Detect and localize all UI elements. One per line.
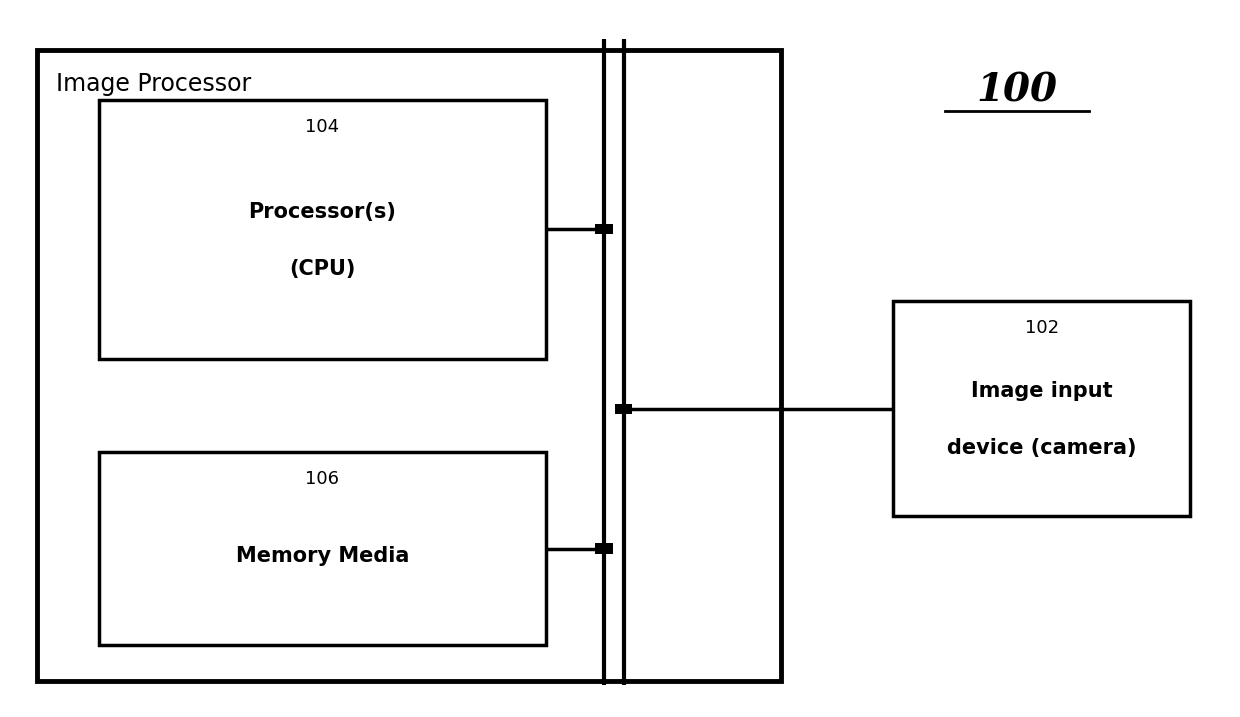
Text: Memory Media: Memory Media [236, 546, 409, 566]
Bar [595, 224, 613, 234]
FancyBboxPatch shape [99, 100, 546, 358]
Text: 100: 100 [976, 72, 1058, 110]
Text: (CPU): (CPU) [289, 259, 356, 279]
FancyBboxPatch shape [37, 50, 781, 681]
FancyBboxPatch shape [99, 452, 546, 645]
Text: device (camera): device (camera) [947, 438, 1136, 458]
Text: 104: 104 [305, 118, 340, 136]
Text: 102: 102 [1024, 319, 1059, 337]
Bar [615, 404, 632, 414]
Text: Image Processor: Image Processor [56, 72, 250, 95]
Text: Processor(s): Processor(s) [248, 201, 397, 222]
Text: 106: 106 [305, 470, 340, 488]
Text: Image input: Image input [971, 381, 1112, 401]
Bar [595, 543, 613, 554]
FancyBboxPatch shape [893, 301, 1190, 516]
